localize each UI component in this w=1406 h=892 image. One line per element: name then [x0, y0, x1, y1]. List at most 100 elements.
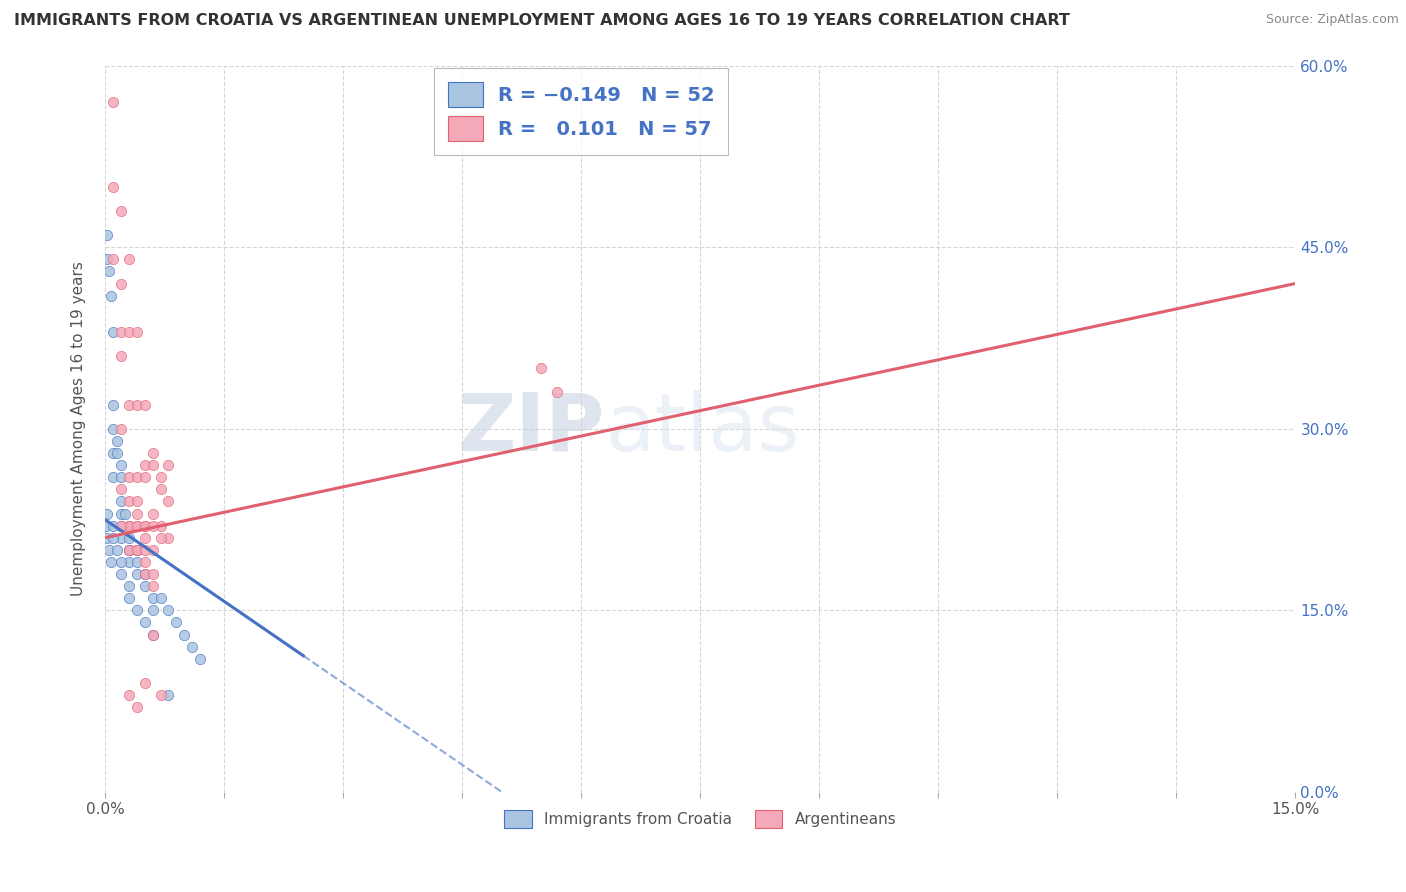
Point — [118, 325, 141, 339]
Point — [118, 555, 141, 569]
Point — [114, 507, 136, 521]
Point — [101, 446, 124, 460]
Point — [134, 579, 156, 593]
Point — [125, 542, 148, 557]
Point — [101, 518, 124, 533]
Point — [188, 652, 211, 666]
Point — [118, 531, 141, 545]
Point — [125, 325, 148, 339]
Point — [125, 700, 148, 714]
Point — [125, 603, 148, 617]
Point — [134, 567, 156, 582]
Point — [149, 688, 172, 702]
Point — [97, 542, 120, 557]
Point — [530, 361, 553, 376]
Point — [110, 555, 132, 569]
Legend: Immigrants from Croatia, Argentineans: Immigrants from Croatia, Argentineans — [496, 802, 904, 835]
Point — [110, 518, 132, 533]
Point — [96, 531, 118, 545]
Point — [125, 555, 148, 569]
Point — [118, 518, 141, 533]
Point — [142, 542, 165, 557]
Point — [142, 603, 165, 617]
Point — [165, 615, 187, 630]
Point — [101, 398, 124, 412]
Point — [125, 542, 148, 557]
Point — [105, 542, 128, 557]
Point — [105, 446, 128, 460]
Point — [105, 434, 128, 448]
Text: ZIP: ZIP — [458, 390, 605, 467]
Point — [110, 483, 132, 497]
Point — [118, 591, 141, 606]
Point — [118, 252, 141, 267]
Point — [157, 494, 180, 508]
Point — [142, 446, 165, 460]
Point — [110, 203, 132, 218]
Point — [173, 627, 195, 641]
Point — [110, 349, 132, 363]
Point — [101, 179, 124, 194]
Point — [96, 252, 118, 267]
Point — [101, 325, 124, 339]
Point — [142, 458, 165, 472]
Point — [157, 603, 180, 617]
Point — [96, 507, 118, 521]
Point — [118, 470, 141, 484]
Point — [142, 579, 165, 593]
Point — [110, 494, 132, 508]
Point — [134, 470, 156, 484]
Point — [101, 422, 124, 436]
Y-axis label: Unemployment Among Ages 16 to 19 years: Unemployment Among Ages 16 to 19 years — [72, 261, 86, 596]
Point — [101, 95, 124, 109]
Point — [149, 518, 172, 533]
Point — [118, 542, 141, 557]
Text: IMMIGRANTS FROM CROATIA VS ARGENTINEAN UNEMPLOYMENT AMONG AGES 16 TO 19 YEARS CO: IMMIGRANTS FROM CROATIA VS ARGENTINEAN U… — [14, 13, 1070, 29]
Text: atlas: atlas — [605, 390, 800, 467]
Point — [110, 507, 132, 521]
Point — [181, 640, 204, 654]
Point — [134, 555, 156, 569]
Point — [110, 458, 132, 472]
Point — [157, 531, 180, 545]
Point — [125, 398, 148, 412]
Point — [149, 483, 172, 497]
Point — [134, 542, 156, 557]
Point — [134, 398, 156, 412]
Point — [118, 579, 141, 593]
Point — [142, 507, 165, 521]
Point — [142, 518, 165, 533]
Point — [125, 542, 148, 557]
Point — [125, 470, 148, 484]
Point — [134, 518, 156, 533]
Point — [546, 385, 568, 400]
Point — [157, 458, 180, 472]
Point — [118, 398, 141, 412]
Point — [118, 494, 141, 508]
Point — [100, 288, 122, 302]
Point — [134, 676, 156, 690]
Point — [118, 518, 141, 533]
Point — [134, 531, 156, 545]
Point — [125, 518, 148, 533]
Point — [125, 494, 148, 508]
Point — [125, 567, 148, 582]
Point — [110, 470, 132, 484]
Point — [118, 542, 141, 557]
Point — [101, 470, 124, 484]
Point — [110, 567, 132, 582]
Point — [118, 688, 141, 702]
Point — [118, 542, 141, 557]
Point — [94, 518, 117, 533]
Point — [134, 567, 156, 582]
Point — [110, 325, 132, 339]
Point — [134, 615, 156, 630]
Point — [110, 518, 132, 533]
Point — [142, 567, 165, 582]
Point — [142, 627, 165, 641]
Point — [149, 470, 172, 484]
Point — [157, 688, 180, 702]
Point — [142, 627, 165, 641]
Point — [134, 518, 156, 533]
Point — [110, 277, 132, 291]
